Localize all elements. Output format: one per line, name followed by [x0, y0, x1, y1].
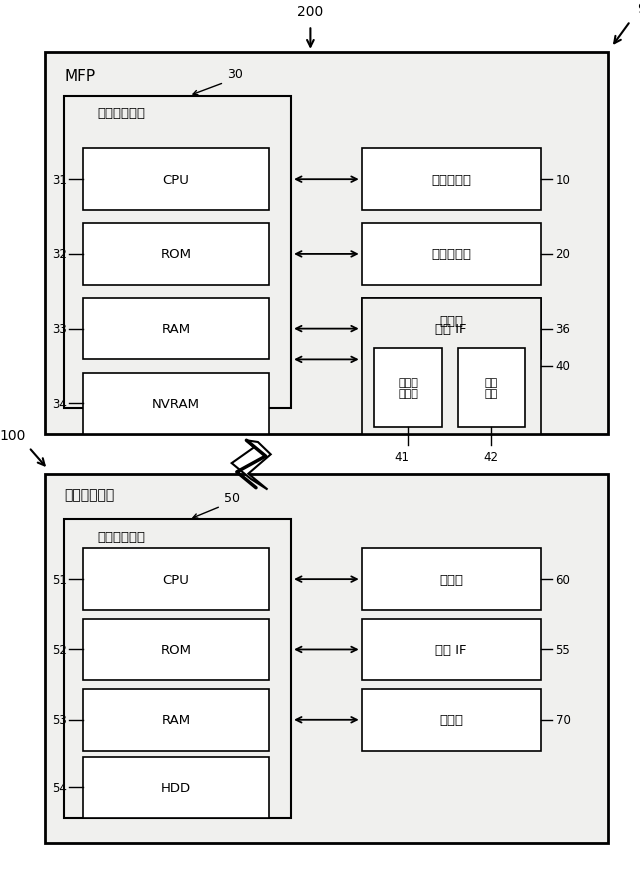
Text: 41: 41 — [394, 450, 409, 464]
Text: 画像読取部: 画像読取部 — [431, 248, 471, 261]
Bar — [362, 299, 541, 435]
Text: 40: 40 — [556, 360, 570, 373]
Bar — [83, 224, 269, 285]
Text: タッチ
パネル: タッチ パネル — [398, 378, 418, 399]
Text: コントローラ: コントローラ — [97, 530, 146, 543]
Bar — [83, 689, 269, 751]
Text: CPU: CPU — [163, 573, 189, 586]
Bar — [45, 474, 608, 843]
Bar — [362, 619, 541, 680]
Text: RAM: RAM — [161, 323, 191, 335]
Text: 200: 200 — [297, 5, 324, 19]
Text: ROM: ROM — [161, 248, 191, 261]
Text: 32: 32 — [52, 248, 67, 261]
Text: 54: 54 — [52, 781, 67, 794]
Polygon shape — [232, 441, 271, 490]
Text: 42: 42 — [484, 450, 499, 464]
Text: 900: 900 — [637, 2, 640, 16]
Text: 53: 53 — [52, 714, 67, 726]
Text: 30: 30 — [227, 68, 243, 81]
Text: 20: 20 — [556, 248, 570, 261]
Bar — [362, 224, 541, 285]
Text: モバイル装置: モバイル装置 — [64, 487, 115, 501]
Text: 52: 52 — [52, 644, 67, 656]
Text: 50: 50 — [224, 491, 240, 504]
Text: NVRAM: NVRAM — [152, 398, 200, 410]
Text: ROM: ROM — [161, 644, 191, 656]
Text: RAM: RAM — [161, 714, 191, 726]
Text: MFP: MFP — [64, 68, 95, 83]
Bar — [362, 549, 541, 610]
Text: 解除
キー: 解除 キー — [484, 378, 498, 399]
Text: CPU: CPU — [163, 174, 189, 186]
Bar — [362, 299, 541, 360]
Text: 31: 31 — [52, 174, 67, 186]
Bar — [83, 757, 269, 818]
Text: 51: 51 — [52, 573, 67, 586]
Text: コントローラ: コントローラ — [97, 107, 146, 120]
Text: 画像形成部: 画像形成部 — [431, 174, 471, 186]
Text: 通信 IF: 通信 IF — [435, 644, 467, 656]
Text: 34: 34 — [52, 398, 67, 410]
Bar — [362, 149, 541, 211]
Text: 10: 10 — [556, 174, 570, 186]
Bar — [83, 299, 269, 360]
Bar — [374, 349, 442, 428]
Text: 操作部: 操作部 — [439, 314, 463, 327]
Bar — [83, 619, 269, 680]
Bar — [458, 349, 525, 428]
Text: 36: 36 — [556, 323, 570, 335]
Text: 60: 60 — [556, 573, 570, 586]
Text: 電話部: 電話部 — [439, 714, 463, 726]
Text: 55: 55 — [556, 644, 570, 656]
Bar — [64, 97, 291, 408]
Text: 通信 IF: 通信 IF — [435, 323, 467, 335]
Text: HDD: HDD — [161, 781, 191, 794]
Text: 33: 33 — [52, 323, 67, 335]
Text: 操作部: 操作部 — [439, 573, 463, 586]
Bar — [83, 373, 269, 435]
Text: 100: 100 — [0, 428, 26, 443]
Bar — [362, 689, 541, 751]
Bar — [64, 520, 291, 818]
Text: 70: 70 — [556, 714, 570, 726]
Bar — [83, 549, 269, 610]
Bar — [45, 53, 608, 435]
Bar — [83, 149, 269, 211]
